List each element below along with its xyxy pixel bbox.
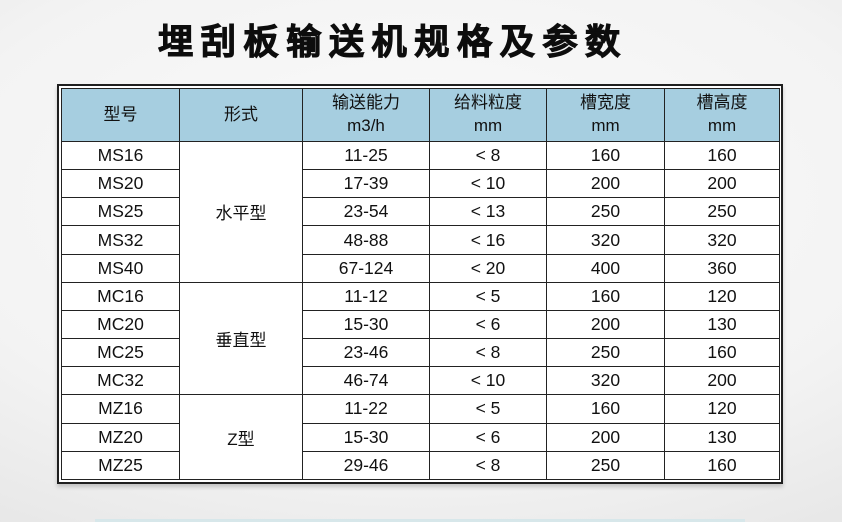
cell-trough-width: 400 <box>546 253 665 283</box>
cell-trough-width: 200 <box>546 422 665 452</box>
cell-model: MZ20 <box>61 422 180 452</box>
cell-form-vertical: 垂直型 <box>179 281 303 396</box>
cell-model: MZ25 <box>61 450 180 481</box>
cell-model: MS40 <box>61 253 180 283</box>
bottom-accent-strip <box>95 519 745 522</box>
cell-feed-size: < 8 <box>429 338 547 368</box>
cell-trough-height: 130 <box>664 309 780 340</box>
col-header-feed-size-label: 给料粒度 <box>454 93 522 113</box>
cell-trough-width: 200 <box>546 169 665 199</box>
cell-model: MS20 <box>61 169 180 199</box>
col-header-trough-height-label: 槽高度 <box>696 93 748 113</box>
cell-feed-size: < 5 <box>429 394 547 424</box>
cell-trough-height: 160 <box>664 338 780 368</box>
spec-table: 型号 形式 输送能力 m3/h 给料粒度 mm 槽宽度 mm <box>61 88 780 481</box>
cell-trough-width: 320 <box>546 225 665 255</box>
cell-capacity: 15-30 <box>302 309 430 340</box>
table-row: MS25 23-54 < 13 250 250 <box>61 197 780 227</box>
col-header-feed-size-unit: mm <box>473 116 503 135</box>
cell-model: MS25 <box>61 197 180 227</box>
cell-trough-height: 130 <box>664 422 780 452</box>
cell-trough-height: 120 <box>664 281 780 311</box>
table-row: MS32 48-88 < 16 320 320 <box>61 225 780 255</box>
cell-feed-size: < 13 <box>429 197 547 227</box>
cell-feed-size: < 6 <box>429 309 547 340</box>
cell-trough-height: 200 <box>664 366 780 396</box>
cell-model: MS16 <box>61 140 180 171</box>
cell-capacity: 48-88 <box>302 225 430 255</box>
col-header-form: 形式 <box>179 88 303 142</box>
col-header-model: 型号 <box>61 88 180 142</box>
cell-trough-height: 160 <box>664 140 780 171</box>
cell-capacity: 23-46 <box>302 338 430 368</box>
col-header-capacity: 输送能力 m3/h <box>302 88 430 142</box>
cell-capacity: 29-46 <box>302 450 430 481</box>
cell-feed-size: < 10 <box>429 366 547 396</box>
cell-capacity: 11-25 <box>302 140 430 171</box>
cell-capacity: 67-124 <box>302 253 430 283</box>
cell-capacity: 11-22 <box>302 394 430 424</box>
cell-trough-height: 120 <box>664 394 780 424</box>
table-row: MZ16 Z型 11-22 < 5 160 120 <box>61 394 780 480</box>
cell-trough-width: 250 <box>546 338 665 368</box>
cell-model: MC25 <box>61 338 180 368</box>
table-row: MS20 17-39 < 10 200 200 <box>61 169 780 199</box>
cell-trough-height: 160 <box>664 450 780 481</box>
table-row: MS16 水平型 11-25 < 8 160 160 <box>61 140 780 283</box>
cell-capacity: 17-39 <box>302 169 430 199</box>
col-header-trough-height-unit: mm <box>707 116 737 135</box>
table-row: MC20 15-30 < 6 200 130 <box>61 309 780 340</box>
col-header-trough-height: 槽高度 mm <box>664 88 780 142</box>
table-row: MZ25 29-46 < 8 250 160 <box>61 450 780 481</box>
cell-trough-width: 160 <box>546 394 665 424</box>
cell-form-horizontal: 水平型 <box>179 141 303 283</box>
col-header-capacity-unit: m3/h <box>347 116 385 135</box>
cell-trough-height: 250 <box>664 197 780 227</box>
cell-trough-height: 200 <box>664 169 780 199</box>
cell-trough-width: 160 <box>546 140 665 171</box>
cell-trough-width: 160 <box>546 281 665 311</box>
col-header-model-label: 型号 <box>103 104 138 124</box>
cell-model: MC20 <box>61 309 180 340</box>
col-header-capacity-label: 输送能力 <box>332 93 400 113</box>
cell-feed-size: < 8 <box>429 450 547 481</box>
cell-feed-size: < 5 <box>429 281 547 311</box>
cell-model: MC32 <box>61 366 180 396</box>
cell-capacity: 15-30 <box>302 422 430 452</box>
cell-trough-width: 250 <box>546 450 665 481</box>
table-row: MC25 23-46 < 8 250 160 <box>61 338 780 368</box>
cell-feed-size: < 20 <box>429 253 547 283</box>
page-title: 埋刮板输送机规格及参数 <box>158 23 628 64</box>
table-row: MS40 67-124 < 20 400 360 <box>61 253 780 283</box>
cell-capacity: 23-54 <box>302 197 430 227</box>
cell-model: MS32 <box>61 225 180 255</box>
table-row: MC16 垂直型 11-12 < 5 160 120 <box>61 281 780 396</box>
spec-table-container: 型号 形式 输送能力 m3/h 给料粒度 mm 槽宽度 mm <box>57 84 783 484</box>
cell-feed-size: < 10 <box>429 169 547 199</box>
col-header-trough-width-unit: mm <box>591 116 620 135</box>
cell-trough-width: 200 <box>546 309 665 340</box>
cell-model: MC16 <box>61 281 180 311</box>
col-header-trough-width: 槽宽度 mm <box>546 88 665 142</box>
cell-trough-height: 360 <box>664 253 780 283</box>
cell-capacity: 11-12 <box>302 281 430 311</box>
cell-trough-height: 320 <box>664 225 780 255</box>
table-row: MC32 46-74 < 10 320 200 <box>61 366 780 396</box>
cell-trough-width: 250 <box>546 197 665 227</box>
col-header-feed-size: 给料粒度 mm <box>429 88 547 142</box>
col-header-form-label: 形式 <box>224 104 258 124</box>
cell-trough-width: 320 <box>546 366 665 396</box>
cell-feed-size: < 6 <box>429 422 547 452</box>
cell-model: MZ16 <box>61 394 180 424</box>
cell-capacity: 46-74 <box>302 366 430 396</box>
cell-form-z-type: Z型 <box>179 394 303 480</box>
table-row: MZ20 15-30 < 6 200 130 <box>61 422 780 452</box>
col-header-trough-width-label: 槽宽度 <box>580 93 631 113</box>
cell-feed-size: < 8 <box>429 140 547 171</box>
header-row: 型号 形式 输送能力 m3/h 给料粒度 mm 槽宽度 mm <box>61 88 780 142</box>
cell-feed-size: < 16 <box>429 225 547 255</box>
